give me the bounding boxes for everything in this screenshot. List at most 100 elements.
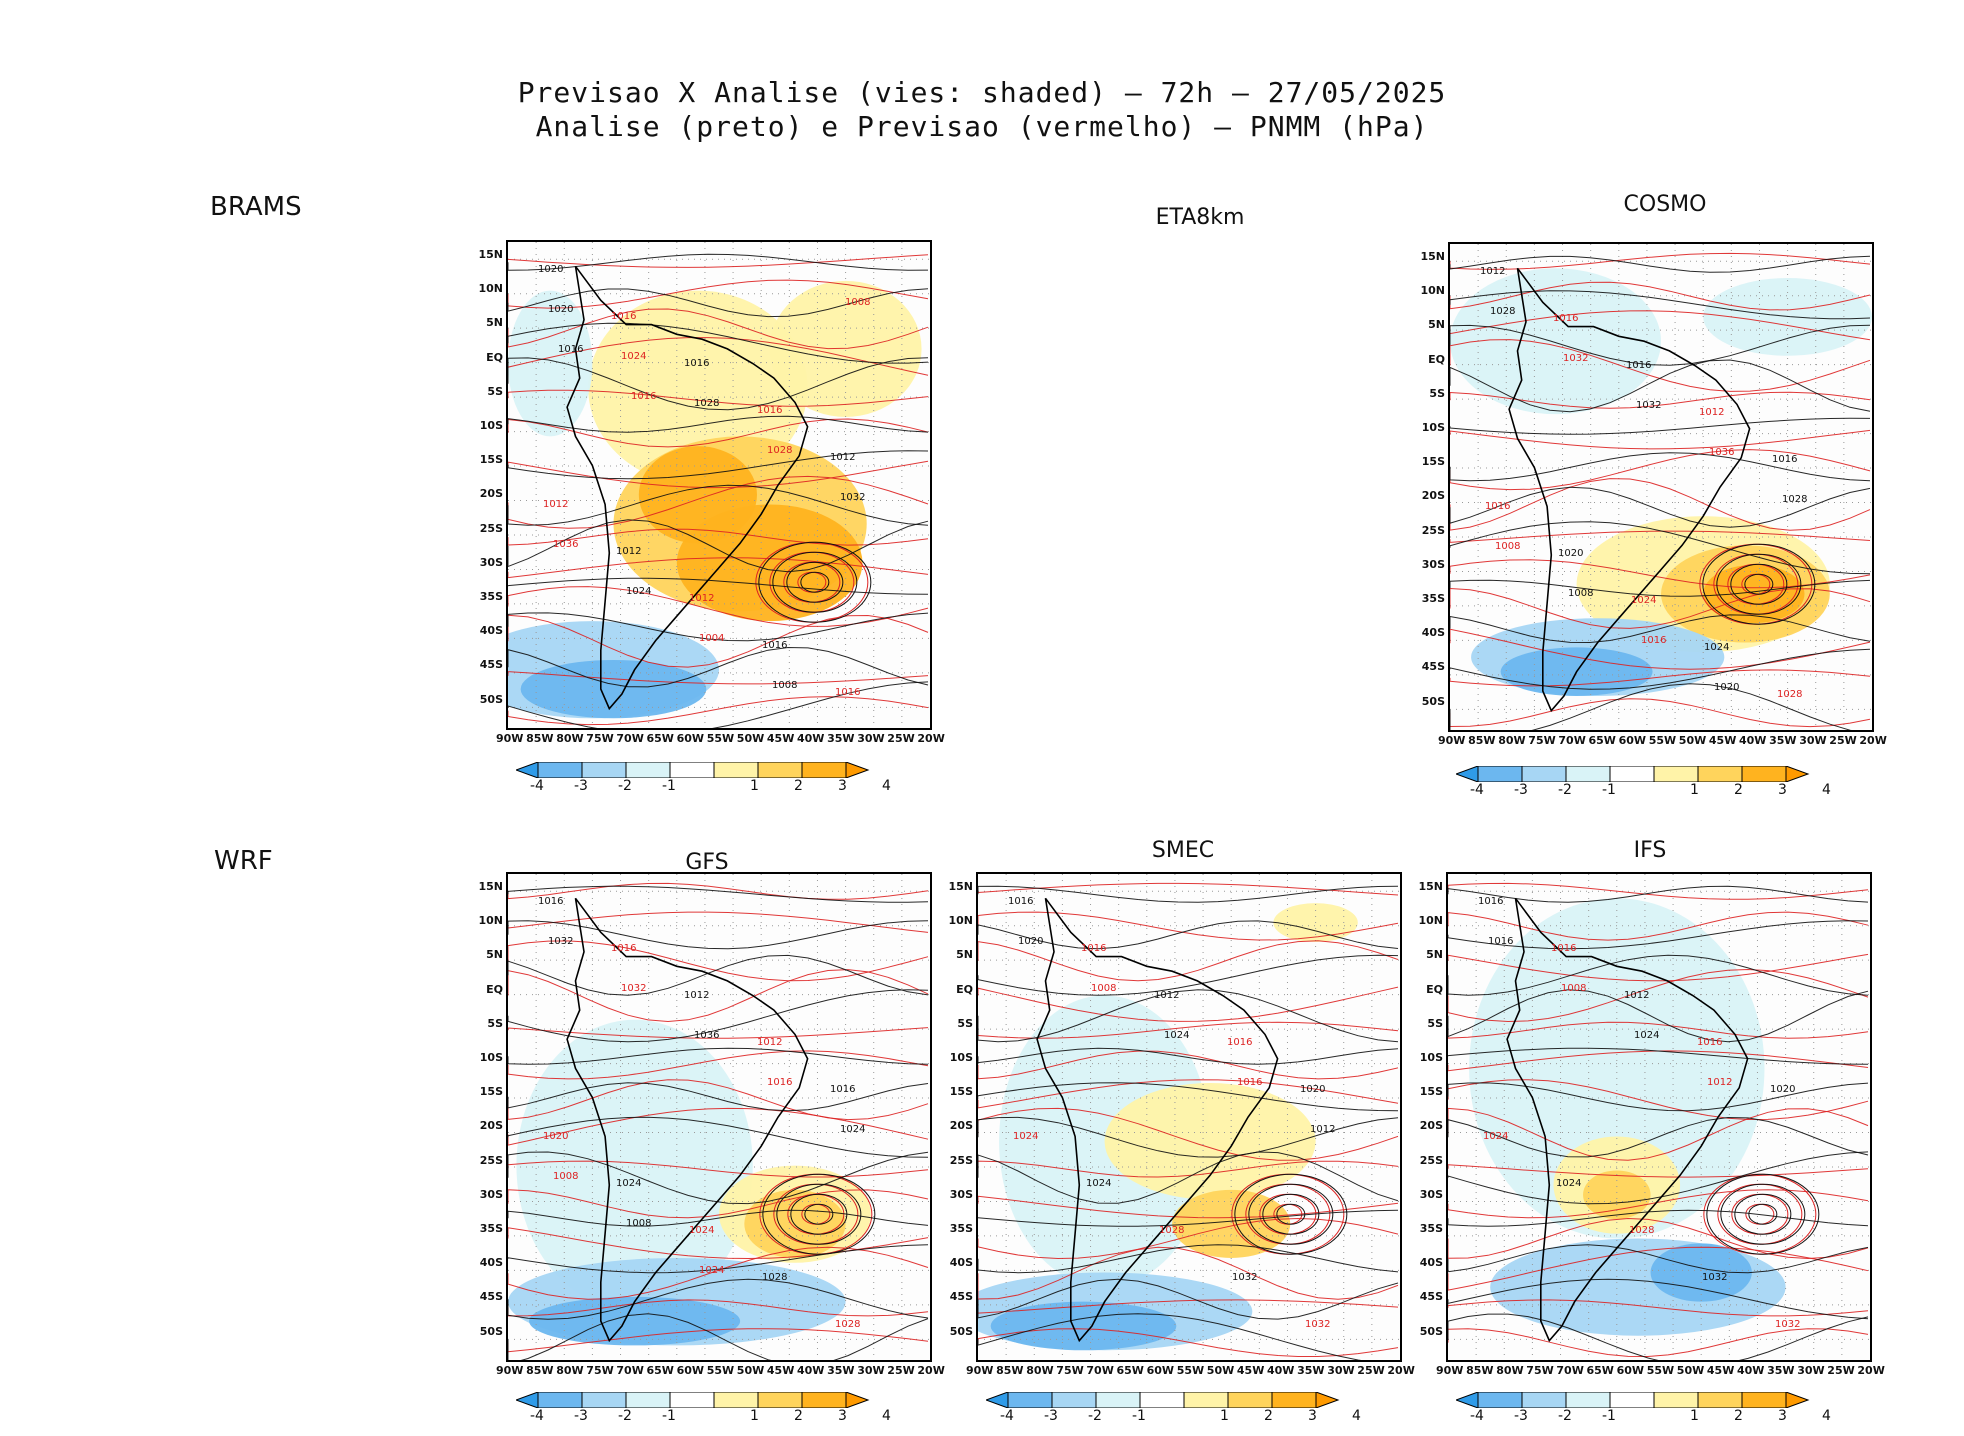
- lat-tick-label: 35S: [479, 1222, 503, 1235]
- lat-tick-label: 20S: [479, 487, 503, 501]
- isobar-label: 1036: [553, 539, 578, 550]
- isobar-label: 1016: [1081, 943, 1106, 954]
- lat-tick-label: 30S: [1419, 1187, 1443, 1201]
- isobar-label: 1016: [1227, 1037, 1252, 1048]
- colorbar-tick-label: 2: [794, 1408, 803, 1424]
- lon-tick-label: 80W: [1498, 734, 1526, 747]
- lat-tick-label: 40S: [1419, 1256, 1443, 1270]
- lon-tick-label: 85W: [1468, 734, 1496, 747]
- colorbar-tick-label: 1: [1690, 1408, 1699, 1424]
- lon-tick-label: 45W: [1708, 734, 1737, 747]
- lon-tick-label: 65W: [1588, 734, 1616, 747]
- lon-tick-label: 45W: [766, 732, 795, 745]
- colorbar-tick-label: -3: [1514, 782, 1528, 798]
- map-brams: 1020 1016 1016 1016 1012 1012 1012 1012 1016 1016…: [506, 240, 932, 730]
- isobar-label: 1024: [1483, 1131, 1508, 1142]
- isobar-label: 1020: [543, 1131, 568, 1142]
- isobar-label: 1024: [616, 1178, 641, 1189]
- isobar-label: 1012: [1707, 1077, 1732, 1088]
- colorbar-ifs: -4 -3 -2 -1 1 2 3 4: [1456, 1392, 1856, 1432]
- colorbar-tick-label: 4: [1352, 1408, 1361, 1424]
- lon-tick-label: 75W: [586, 1364, 614, 1377]
- lon-tick-label: 45W: [766, 1364, 795, 1377]
- isobar-label: 1012: [616, 546, 641, 557]
- lon-tick-label: 75W: [1526, 1364, 1554, 1377]
- colorbar-tick-label: 1: [1690, 782, 1699, 798]
- lat-tick-label: 45S: [479, 658, 503, 672]
- lon-tick-label: 25W: [1357, 1364, 1385, 1377]
- colorbar-tick-label: -4: [1000, 1408, 1014, 1424]
- isobar-label: 1028: [767, 445, 792, 456]
- colorbar-tick-label: -2: [618, 778, 632, 794]
- lat-tick-label: 15N: [1420, 250, 1445, 263]
- isobar-label: 1012: [1480, 266, 1505, 277]
- lon-tick-label: 65W: [646, 732, 674, 745]
- lat-tick-label: 30S: [1421, 557, 1445, 571]
- isobar-label: 1012: [757, 1037, 782, 1048]
- lat-tick-label: 50S: [479, 692, 503, 706]
- lon-tick-label: 80W: [556, 1364, 584, 1377]
- colorbar-tick-label: 2: [1734, 1408, 1743, 1424]
- isobar-label: 1016: [1626, 360, 1651, 371]
- isobar-label: 1032: [1232, 1272, 1257, 1283]
- map-cosmo: 1012 1016 1016 1012 1016 1016 1020 1024 1024 1028…: [1448, 242, 1874, 732]
- colorbar-tick-label: 4: [882, 1408, 891, 1424]
- lat-tick-label: 15S: [1421, 455, 1445, 469]
- isobar-label: 1024: [621, 351, 646, 362]
- isobar-label: 1032: [1702, 1272, 1727, 1283]
- isobar-label: 1028: [1777, 689, 1802, 700]
- lon-tick-label: 25W: [1829, 734, 1857, 747]
- isobar-label: 1024: [699, 1265, 724, 1276]
- figure-title-line2: Analise (preto) e Previsao (vermelho) – …: [535, 110, 1429, 143]
- colorbar-cosmo: -4 -3 -2 -1 1 2 3 4: [1456, 766, 1856, 806]
- isobar-label: 1012: [684, 990, 709, 1001]
- isobar-label: 1028: [694, 398, 719, 409]
- panel-title-eta: ETA8km: [1155, 205, 1245, 230]
- lat-tick-label: 35S: [1419, 1222, 1443, 1235]
- lat-tick-label: 5S: [487, 1016, 503, 1030]
- lat-tick-label: 15N: [478, 880, 503, 893]
- colorbar-tick-label: 1: [750, 778, 759, 794]
- colorbar-tick-label: -3: [574, 1408, 588, 1424]
- lat-tick-label: EQ: [486, 982, 503, 996]
- isobar-label: 1016: [757, 405, 782, 416]
- lat-tick-label: 5S: [957, 1016, 973, 1030]
- lon-tick-label: 60W: [1146, 1364, 1175, 1377]
- colorbar-tick-label: -4: [530, 1408, 544, 1424]
- lon-tick-label: 25W: [887, 732, 915, 745]
- isobar-label: 1032: [1563, 353, 1588, 364]
- isobar-label: 1016: [1697, 1037, 1722, 1048]
- lat-tick-label: 40S: [479, 624, 503, 638]
- lat-tick-label: 20S: [479, 1119, 503, 1133]
- isobar-label: 1016: [767, 1077, 792, 1088]
- isobar-label: 1028: [1782, 494, 1807, 505]
- lon-tick-label: 60W: [676, 732, 705, 745]
- isobar-label: 1008: [626, 1218, 651, 1229]
- lon-tick-label: 90W: [496, 1364, 524, 1377]
- lat-tick-label: 10S: [479, 1051, 503, 1064]
- lon-tick-label: 70W: [616, 732, 644, 745]
- lon-tick-label: 40W: [797, 1364, 825, 1377]
- lat-tick-label: 10N: [478, 282, 503, 296]
- lat-tick-label: EQ: [956, 982, 973, 996]
- lon-tick-label: 50W: [1676, 1364, 1705, 1377]
- lon-tick-label: 35W: [1767, 1364, 1795, 1377]
- isobar-label: 1012: [1624, 990, 1649, 1001]
- lat-tick-label: 10S: [1421, 421, 1445, 434]
- isobar-label: 1012: [1310, 1124, 1335, 1135]
- colorbar-tick-label: 2: [794, 778, 803, 794]
- panel-title-gfs: GFS: [685, 850, 729, 875]
- colorbar-tick-label: 3: [1778, 782, 1787, 798]
- lat-tick-label: 20S: [1421, 489, 1445, 503]
- lat-tick-label: 15S: [479, 453, 503, 467]
- isobar-label: 1032: [840, 492, 865, 503]
- map-gfs: 1016 1016 1012 1012 1016 1020 1024 1024 1028 1028…: [506, 872, 932, 1362]
- isobar-label: 1016: [611, 311, 636, 322]
- colorbar-tick-label: -3: [1514, 1408, 1528, 1424]
- lon-tick-label: 25W: [1827, 1364, 1855, 1377]
- lat-tick-label: 5N: [956, 948, 973, 962]
- coastline-south-america: [566, 897, 809, 1343]
- lon-tick-label: 90W: [496, 732, 524, 745]
- isobar-label: 1016: [830, 1084, 855, 1095]
- lat-tick-label: 45S: [949, 1290, 973, 1304]
